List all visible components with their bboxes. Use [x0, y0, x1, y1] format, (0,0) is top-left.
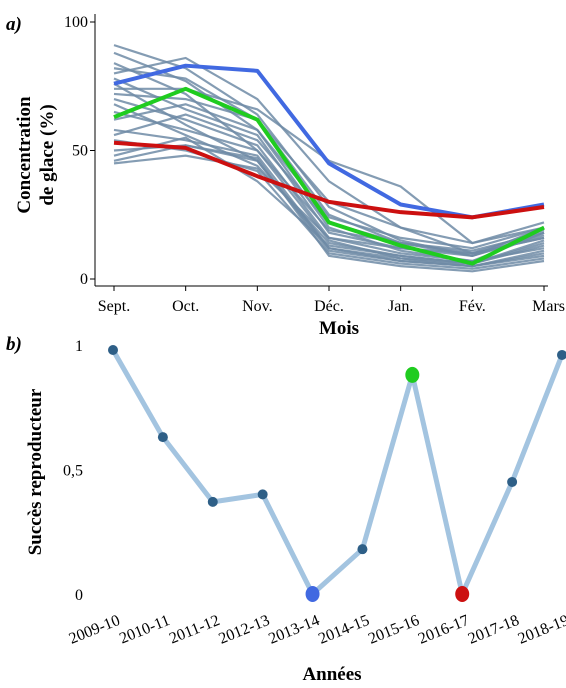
- panel-b-point: [108, 344, 118, 355]
- panel-a-highlight-series: [113, 63, 545, 266]
- panel-a-x-tick-label: Mars: [532, 298, 565, 315]
- panel-a-background-series-line: [113, 110, 545, 252]
- panel-a-ylabel-line1: Concentration: [14, 96, 35, 214]
- panel-b-point: [207, 496, 218, 507]
- panel-a-background-series-line: [113, 154, 545, 255]
- panel-a-highlight-series-line: [113, 86, 545, 266]
- panel-b-point: [557, 349, 566, 360]
- panel-b-x-tick-label: 2012-13: [216, 612, 272, 648]
- panel-b-highlight-point: [455, 586, 470, 602]
- panel-a-x-tick-label: Jan.: [388, 298, 413, 315]
- panel-b-x-tick-label: 2010-11: [117, 612, 172, 648]
- panel-b-label: b): [6, 334, 22, 355]
- panel-b-x-tick-label: 2017-18: [466, 612, 522, 648]
- panel-a-x-tick-label: Nov.: [242, 298, 273, 315]
- panel-b-highlight-point: [405, 366, 420, 383]
- panel-b-series-line: [110, 347, 565, 597]
- panel-b-x-tick-label: 2015-16: [366, 612, 422, 648]
- panel-a-background-series-line: [113, 144, 545, 273]
- panel-a-background-series: [113, 44, 545, 273]
- panel-a-label: a): [6, 14, 22, 35]
- panel-b-y-tick-label: 1: [75, 338, 83, 355]
- panel-a: a) Concentration de glace (%) 0 50 100 Sep…: [6, 14, 565, 339]
- panel-b-highlight-point: [305, 586, 320, 602]
- panel-b-x-tick-label: 2014-15: [316, 612, 372, 648]
- panel-b-x-tick-label: 2009-10: [67, 612, 123, 648]
- panel-a-y-ticks: 0 50 100: [64, 14, 95, 288]
- panel-a-x-tick-label: Oct.: [172, 298, 199, 315]
- panel-a-background-series-line: [113, 113, 545, 258]
- panel-b-x-ticks: 2009-102010-112011-122012-132013-142014-…: [67, 612, 566, 648]
- panel-b-y-tick-label: 0: [75, 587, 83, 604]
- panel-a-x-tick-label: Fév.: [459, 298, 486, 315]
- panel-b-x-tick-label: 2013-14: [266, 612, 322, 648]
- panel-a-y-tick-label: 50: [72, 143, 88, 160]
- panel-b-x-tick-label: 2016-17: [416, 612, 472, 648]
- panel-b-xlabel: Années: [302, 664, 361, 685]
- panel-b-x-tick-label: 2018-19: [516, 612, 566, 648]
- panel-b: b) Succès reproducteur 00,51 2009-102010…: [6, 334, 566, 685]
- panel-b-x-tick-label: 2011-12: [167, 612, 222, 648]
- panel-a-y-tick-label: 100: [64, 14, 88, 31]
- panel-a-highlight-series-line: [113, 140, 545, 220]
- panel-a-ylabel-line2: de glace (%): [37, 104, 58, 205]
- panel-b-y-tick-label: 0,5: [63, 463, 83, 480]
- panel-b-point: [507, 476, 518, 487]
- panel-a-x-tick-label: Sept.: [98, 298, 130, 315]
- panel-b-point: [157, 432, 168, 443]
- panel-a-background-series-line: [113, 103, 545, 250]
- panel-a-x-tick-label: Déc.: [314, 298, 344, 315]
- panel-a-y-tick-label: 0: [80, 271, 88, 288]
- panel-a-xlabel: Mois: [319, 318, 359, 339]
- panel-a-background-series-line: [113, 139, 545, 270]
- panel-a-x-ticks: Sept. Oct. Nov. Déc. Jan. Fév. Mars: [98, 286, 565, 315]
- panel-b-point: [357, 544, 368, 555]
- panel-b-y-ticks: 00,51: [63, 338, 83, 604]
- panel-b-point: [257, 489, 268, 500]
- panel-b-ylabel: Succès reproducteur: [25, 388, 46, 555]
- panel-b-points: [108, 344, 566, 602]
